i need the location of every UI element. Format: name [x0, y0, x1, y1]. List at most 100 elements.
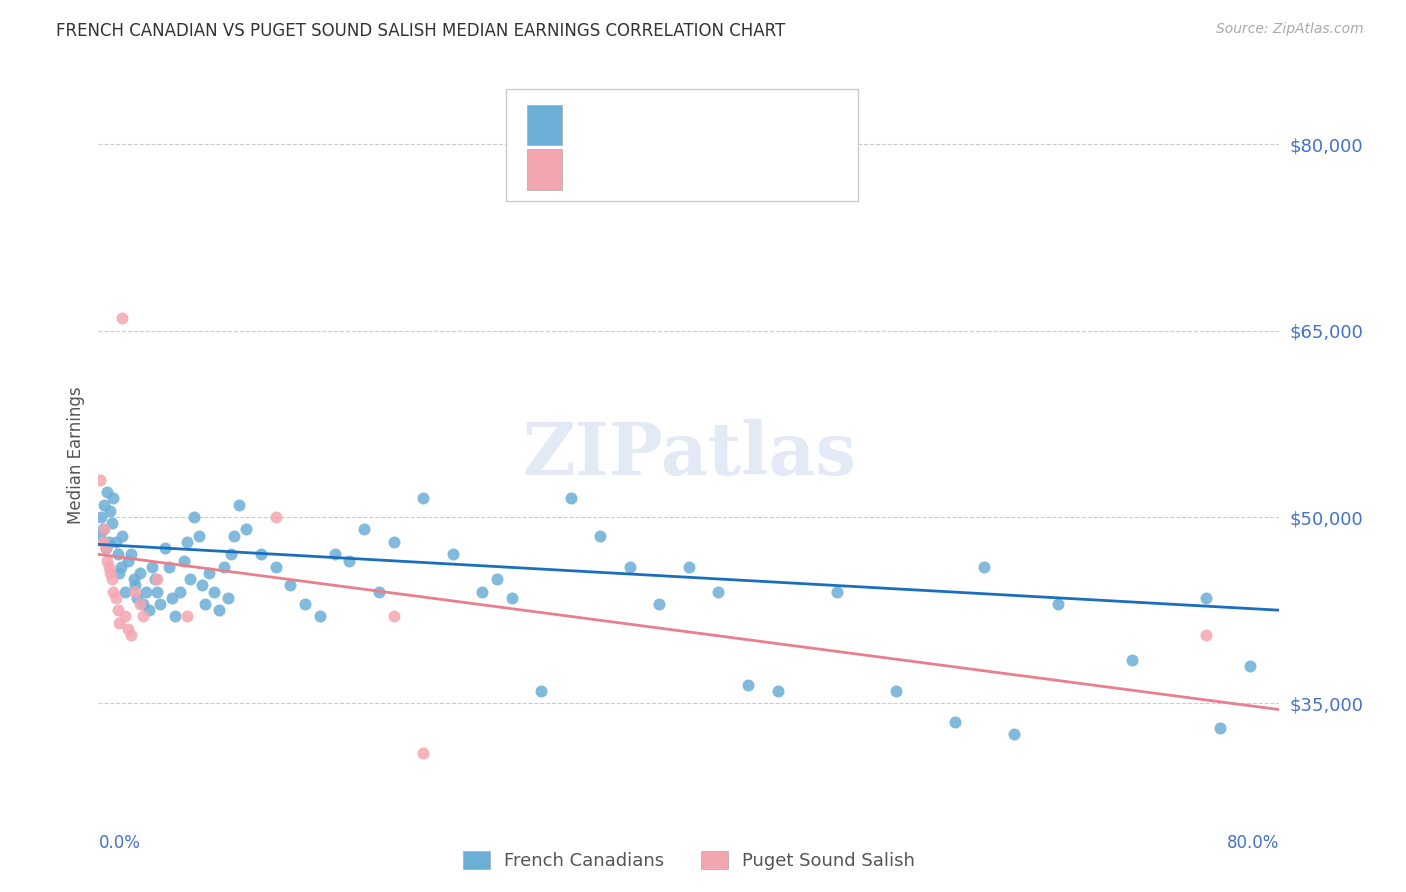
Point [198, 566, 221, 580]
Point [120, 628, 142, 642]
Point [114, 584, 136, 599]
Text: -0.144: -0.144 [614, 116, 673, 134]
Point [94, 541, 117, 555]
Text: ZIPatlas: ZIPatlas [522, 419, 856, 491]
Point [146, 584, 169, 599]
Point [89, 529, 111, 543]
Text: R =: R = [572, 161, 609, 178]
Point [108, 615, 131, 630]
Point [235, 523, 257, 537]
Point [157, 559, 180, 574]
Point [501, 591, 523, 605]
Text: 25: 25 [742, 161, 765, 178]
Point [217, 591, 239, 605]
Point [124, 584, 146, 599]
Point [1046, 597, 1069, 611]
Point [103, 491, 125, 506]
Point [153, 541, 176, 555]
Point [135, 584, 157, 599]
Point [146, 572, 169, 586]
Point [100, 572, 122, 586]
Point [94, 541, 117, 555]
Point [1002, 727, 1025, 741]
Point [648, 597, 671, 611]
Point [264, 559, 287, 574]
Point [90, 510, 112, 524]
Point [162, 591, 183, 605]
Point [96, 485, 118, 500]
Point [250, 547, 273, 561]
Point [382, 534, 405, 549]
Point [368, 584, 391, 599]
Point [1195, 628, 1218, 642]
Point [1239, 659, 1261, 673]
Point [884, 684, 907, 698]
Legend: French Canadians, Puget Sound Salish: French Canadians, Puget Sound Salish [456, 844, 922, 877]
Text: Source: ZipAtlas.com: Source: ZipAtlas.com [1216, 22, 1364, 37]
Point [560, 491, 582, 506]
Point [114, 609, 136, 624]
Point [309, 609, 332, 624]
Point [132, 597, 155, 611]
Point [825, 584, 848, 599]
Point [91, 523, 114, 537]
Point [353, 523, 375, 537]
Point [132, 609, 155, 624]
Point [176, 534, 198, 549]
Point [678, 559, 700, 574]
Point [382, 609, 405, 624]
Point [323, 547, 346, 561]
Point [294, 597, 316, 611]
Point [105, 534, 128, 549]
Point [224, 529, 246, 543]
Point [589, 529, 612, 543]
Point [122, 572, 145, 586]
Point [1195, 591, 1218, 605]
Point [93, 498, 115, 512]
Text: 80.0%: 80.0% [1227, 834, 1279, 852]
Point [138, 603, 160, 617]
Point [278, 578, 302, 592]
Point [766, 684, 789, 698]
Text: N =: N = [703, 116, 740, 134]
Point [100, 516, 122, 531]
Point [124, 578, 146, 592]
Point [98, 566, 121, 580]
Point [441, 547, 464, 561]
Point [486, 572, 509, 586]
Point [264, 510, 287, 524]
Point [96, 553, 118, 567]
Text: N =: N = [703, 161, 740, 178]
Point [111, 311, 134, 326]
Point [120, 547, 142, 561]
Point [141, 559, 163, 574]
Point [1121, 653, 1143, 667]
Point [97, 559, 120, 574]
Point [183, 510, 205, 524]
Point [117, 553, 139, 567]
Point [173, 553, 195, 567]
Point [208, 603, 231, 617]
Point [117, 622, 139, 636]
Point [103, 584, 125, 599]
Point [91, 534, 114, 549]
Point [110, 559, 132, 574]
Point [973, 559, 995, 574]
Point [619, 559, 641, 574]
Point [143, 572, 166, 586]
Point [202, 584, 225, 599]
Point [93, 523, 115, 537]
Point [97, 534, 120, 549]
Point [128, 566, 150, 580]
Point [1209, 721, 1232, 735]
Point [737, 678, 759, 692]
Text: 84: 84 [742, 116, 765, 134]
Point [471, 584, 494, 599]
Point [111, 529, 134, 543]
Point [187, 529, 209, 543]
Point [169, 584, 191, 599]
Point [105, 591, 128, 605]
Point [337, 553, 360, 567]
Text: FRENCH CANADIAN VS PUGET SOUND SALISH MEDIAN EARNINGS CORRELATION CHART: FRENCH CANADIAN VS PUGET SOUND SALISH ME… [56, 22, 786, 40]
Point [125, 591, 148, 605]
